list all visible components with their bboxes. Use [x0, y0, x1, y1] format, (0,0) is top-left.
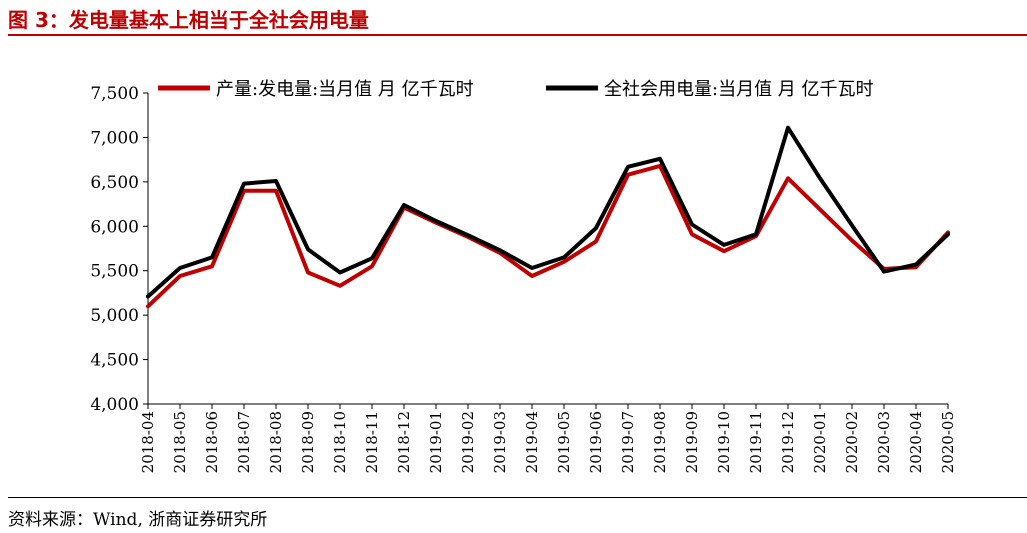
x-tick-labels: 2018-04 2018-05 2018-06 2018-07 2018-08 2018-…	[139, 411, 957, 473]
x-tick-label: 2020-04	[907, 411, 925, 473]
x-tick-label: 2019-11	[747, 411, 765, 473]
x-tick-label: 2019-09	[683, 411, 701, 473]
y-tick-label: 6,000	[90, 217, 139, 237]
x-tick-label: 2019-05	[555, 411, 573, 473]
x-tick-label: 2019-01	[427, 411, 445, 473]
series-line-1	[146, 163, 950, 309]
x-tick-label: 2019-07	[619, 411, 637, 473]
x-tick-label: 2018-12	[395, 411, 413, 473]
x-tick-label: 2019-08	[651, 411, 669, 473]
bottom-rule	[8, 497, 1027, 498]
chart: 4,000 4,500 5,000 5,500 6,000 6,500 7,000 7,500…	[90, 79, 957, 473]
y-tick-labels: 4,000 4,500 5,000 5,500 6,000 6,500 7,000 7,500	[90, 84, 139, 415]
x-tick-label: 2019-12	[779, 411, 797, 473]
title-rule	[8, 34, 1027, 36]
x-tick-label: 2020-02	[843, 411, 861, 473]
x-tick-label: 2020-01	[811, 411, 829, 473]
source-note: 资料来源：Wind, 浙商证券研究所	[8, 510, 268, 530]
y-tick-label: 7,500	[90, 84, 139, 104]
figure-title: 图 3：发电量基本上相当于全社会用电量	[8, 8, 369, 32]
y-tick-label: 6,500	[90, 173, 139, 193]
x-tick-label: 2018-11	[363, 411, 381, 473]
x-tick-label: 2020-03	[875, 411, 893, 473]
chart-legend: 产量:发电量:当月值 月 亿千瓦时 全社会用电量:当月值 月 亿千瓦时	[158, 79, 874, 100]
x-tick-label: 2018-08	[267, 411, 285, 473]
y-tick-label: 4,500	[90, 351, 139, 371]
y-tick-label: 7,000	[90, 128, 139, 148]
x-tick-label: 2020-05	[939, 411, 957, 473]
x-tick-label: 2018-07	[235, 411, 253, 473]
series-lines	[146, 125, 950, 309]
x-tick-label: 2018-05	[171, 411, 189, 473]
legend-label-2: 全社会用电量:当月值 月 亿千瓦时	[604, 79, 874, 100]
y-tick-label: 5,000	[90, 306, 139, 326]
x-tick-label: 2018-09	[299, 411, 317, 473]
y-tick-label: 4,000	[90, 395, 139, 415]
series-line-2	[146, 125, 950, 299]
x-tick-label: 2019-10	[715, 411, 733, 473]
legend-label-1: 产量:发电量:当月值 月 亿千瓦时	[216, 79, 474, 100]
chart-axes	[143, 92, 949, 409]
x-tick-label: 2019-03	[491, 411, 509, 473]
x-tick-label: 2019-04	[523, 411, 541, 473]
x-tick-label: 2019-02	[459, 411, 477, 473]
x-tick-label: 2018-04	[139, 411, 157, 473]
x-tick-label: 2018-06	[203, 411, 221, 473]
y-tick-label: 5,500	[90, 262, 139, 282]
x-tick-label: 2019-06	[587, 411, 605, 473]
x-tick-label: 2018-10	[331, 411, 349, 473]
